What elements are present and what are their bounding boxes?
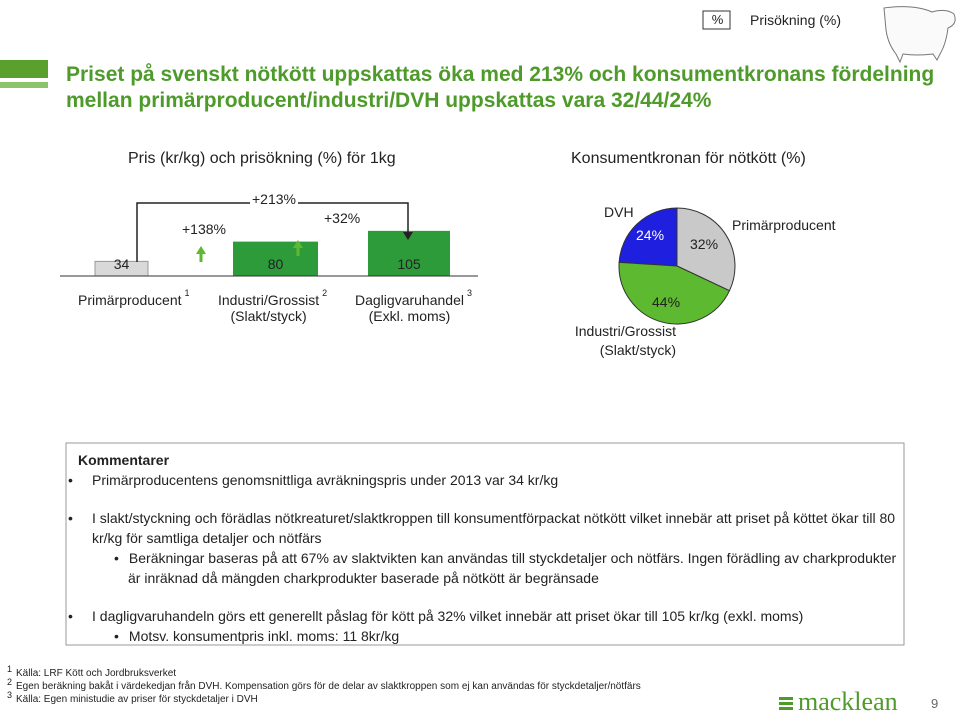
- logo-mark: [779, 697, 793, 710]
- footnote-text: Egen beräkning bakåt i värdekedjan från …: [16, 681, 641, 693]
- decor: [0, 60, 48, 78]
- footnote: 3 Källa: Egen ministudie av priser för st…: [7, 690, 258, 705]
- footnote-text: Källa: LRF Kött och Jordbruksverket: [16, 668, 177, 680]
- value-label: 24%: [636, 227, 665, 243]
- footnote-text: Källa: Egen ministudie av priser för sty…: [16, 694, 258, 706]
- bar: [233, 241, 318, 276]
- slice-label: DVH: [604, 204, 634, 220]
- sub-comment: Motsv. konsumentpris inkl. moms: 11 8kr/…: [78, 626, 898, 646]
- comment: Primärproducentens genomsnittliga avräkn…: [68, 470, 898, 490]
- decor: [0, 82, 48, 88]
- category: Dagligvaruhandel (Exkl. moms): [355, 292, 464, 324]
- comment: I slakt/styckning och förädlas nötkreatu…: [68, 508, 898, 548]
- value-label: 44%: [652, 294, 681, 310]
- legend-box: [702, 10, 731, 30]
- arrowhead: [403, 232, 413, 240]
- chart-title: Pris (kr/kg) och prisökning (%) för 1kg: [128, 150, 396, 167]
- value-label: 105: [397, 256, 421, 272]
- page-number: 9: [931, 696, 939, 711]
- note: 1: [184, 288, 190, 298]
- slice-label: Primärproducent: [732, 217, 836, 233]
- cow-icon: [883, 6, 956, 64]
- value-label: 32%: [690, 236, 719, 252]
- legend-label: Prisökning (%): [750, 12, 842, 28]
- footnote-mark: 3: [7, 690, 13, 700]
- x-tick-label: Industri/Grossist (Slakt/styck) 2: [218, 288, 327, 324]
- x-tick-label: Dagligvaruhandel (Exkl. moms) 3: [355, 288, 472, 324]
- arrowhead: [293, 240, 303, 248]
- annotation: +138%: [180, 221, 228, 237]
- pie-slice: [676, 207, 736, 292]
- annotation: +213%: [250, 191, 298, 207]
- category: Primärproducent: [78, 292, 182, 308]
- pie-slice: [618, 207, 678, 267]
- slice-label: Industri/Grossist (Slakt/styck): [574, 323, 676, 358]
- value-label: 34: [113, 256, 130, 272]
- comment-heading: Kommentarer: [78, 452, 170, 468]
- chart-title: Konsumentkronan för nötkött (%): [571, 150, 806, 167]
- pie-slice: [618, 261, 731, 325]
- title: Priset på svenskt nötkött uppskattas öka…: [66, 63, 935, 112]
- footnote-mark: 2: [7, 677, 13, 687]
- category: Industri/Grossist (Slakt/styck): [218, 292, 320, 324]
- arrowhead: [196, 246, 206, 254]
- footnote: 2 Egen beräkning bakåt i värdekedjan från…: [7, 677, 641, 692]
- sub-comment: Beräkningar baseras på att 67% av slaktv…: [78, 548, 898, 588]
- logo: macklean: [798, 687, 898, 716]
- footnote: 1 Källa: LRF Kött och Jordbruksverket: [7, 664, 176, 679]
- value-label: 80: [267, 256, 284, 272]
- comments: Kommentarer Primärproducentens genomsnitt…: [68, 450, 898, 646]
- note: 3: [466, 288, 472, 298]
- comment: I dagligvaruhandeln görs ett generellt p…: [68, 606, 898, 626]
- x-tick-label: Primärproducent 1: [78, 288, 190, 308]
- note: 2: [322, 288, 328, 298]
- footnote-mark: 1: [7, 664, 13, 674]
- legend-symbol: %: [711, 12, 724, 27]
- annotation: +32%: [322, 210, 363, 226]
